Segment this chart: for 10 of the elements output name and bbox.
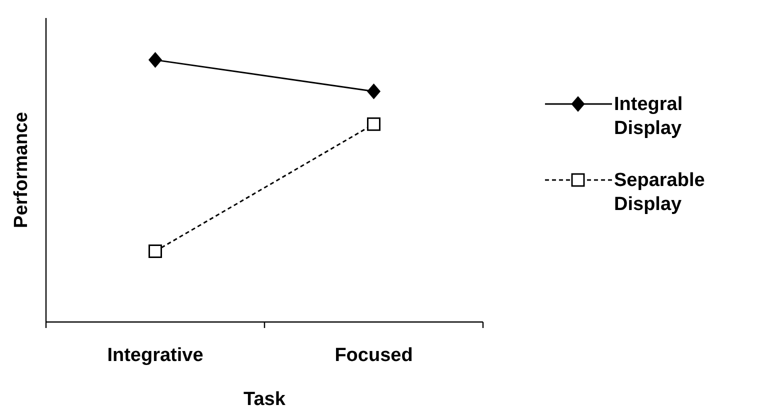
point: [367, 117, 380, 131]
x-tick-label: Focused: [334, 345, 413, 366]
point: [148, 244, 162, 258]
legend-label: Separable Display: [614, 170, 705, 215]
legend-label: Integral Display: [614, 94, 683, 139]
x-tick-label: Integrative: [107, 345, 204, 366]
point: [367, 84, 380, 99]
point: [148, 52, 162, 68]
x-axis-title: Task: [244, 389, 286, 410]
y-axis-title: Performance: [11, 112, 32, 228]
